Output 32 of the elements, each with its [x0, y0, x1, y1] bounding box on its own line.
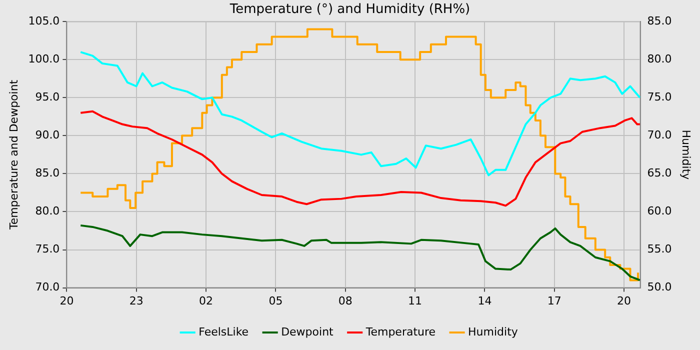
x-tick-label: 08: [338, 294, 352, 308]
y-tick-label: 90.0: [35, 128, 60, 142]
y2-tick-label: 50.0: [647, 280, 672, 294]
chart-title: Temperature (°) and Humidity (RH%): [228, 2, 470, 18]
x-tick-label: 14: [478, 294, 492, 308]
x-tick-label: 05: [268, 294, 283, 308]
legend-label: Temperature: [364, 325, 436, 338]
legend-label: FeelsLike: [198, 325, 249, 338]
y-axis-title: Temperature and Dewpoint: [7, 79, 20, 231]
y2-tick-label: 65.0: [647, 166, 672, 180]
x-tick-label: 11: [408, 294, 422, 308]
y2-tick-label: 60.0: [647, 204, 672, 218]
x-tick-label: 20: [617, 294, 632, 308]
y-tick-label: 75.0: [35, 242, 60, 256]
y-tick-label: 95.0: [35, 90, 60, 104]
x-tick-label: 02: [199, 294, 214, 308]
y-tick-label: 80.0: [35, 204, 60, 218]
x-tick-label: 23: [129, 294, 144, 308]
y-tick-label: 85.0: [35, 166, 60, 180]
y-tick-label: 100.0: [28, 52, 60, 66]
y2-tick-label: 55.0: [647, 242, 672, 256]
y2-tick-label: 80.0: [647, 52, 672, 66]
y-tick-label: 105.0: [28, 14, 60, 28]
y2-axis-title: Humidity: [680, 130, 693, 180]
legend-label: Dewpoint: [281, 325, 334, 338]
y2-tick-label: 70.0: [647, 128, 672, 142]
legend-label: Humidity: [468, 325, 518, 338]
y-tick-label: 70.0: [35, 280, 60, 294]
y2-tick-label: 85.0: [647, 14, 672, 28]
x-tick-label: 20: [60, 294, 74, 308]
y2-tick-label: 75.0: [647, 90, 672, 104]
x-tick-label: 17: [547, 294, 562, 308]
